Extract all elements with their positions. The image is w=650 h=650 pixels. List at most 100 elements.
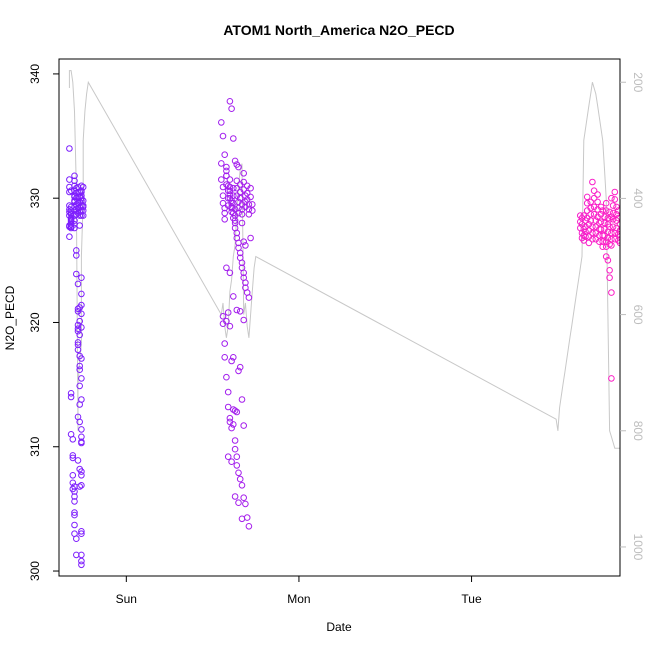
data-point	[247, 184, 254, 192]
data-point	[233, 462, 241, 469]
data-point	[221, 354, 228, 361]
data-point	[611, 188, 619, 196]
data-point	[587, 204, 595, 212]
data-point	[583, 199, 591, 207]
data-point	[238, 482, 246, 489]
data-point	[231, 437, 239, 444]
data-point	[71, 224, 78, 232]
data-point	[236, 194, 244, 202]
data-point	[233, 177, 241, 185]
data-point	[76, 382, 83, 390]
data-point	[79, 183, 87, 191]
data-point	[602, 207, 610, 214]
data-point	[245, 206, 253, 213]
data-point	[76, 366, 83, 374]
data-point	[582, 228, 589, 235]
data-point	[69, 472, 77, 479]
x-axis-title: Date	[326, 620, 352, 634]
data-point	[583, 193, 591, 201]
data-point	[245, 523, 253, 530]
data-point	[613, 211, 620, 218]
data-point	[615, 230, 620, 238]
data-point	[71, 217, 78, 224]
data-point	[76, 362, 83, 370]
data-point	[594, 198, 601, 206]
data-point	[71, 509, 78, 516]
data-point	[226, 269, 234, 277]
data-point	[589, 229, 596, 237]
data-point	[245, 294, 253, 301]
data-point	[73, 252, 80, 259]
data-point	[228, 424, 235, 432]
data-point	[580, 237, 588, 244]
data-point	[602, 199, 610, 207]
data-point	[585, 239, 593, 247]
data-point	[231, 407, 239, 415]
y-tick-label: 310	[28, 436, 42, 456]
data-point	[231, 493, 239, 500]
data-point	[76, 317, 83, 325]
data-point	[238, 515, 246, 523]
data-point	[73, 535, 80, 543]
data-point	[238, 211, 246, 218]
data-point	[74, 280, 82, 288]
data-point	[608, 289, 615, 296]
data-point	[604, 257, 612, 264]
data-point	[608, 194, 615, 202]
data-point	[71, 488, 78, 495]
data-point	[582, 233, 589, 240]
data-point	[71, 511, 78, 519]
data-point	[218, 176, 225, 183]
data-point	[240, 178, 247, 186]
data-point	[616, 227, 620, 234]
data-point	[69, 436, 77, 443]
data-point	[236, 249, 244, 257]
data-point	[606, 267, 613, 274]
data-point	[78, 482, 85, 489]
data-point	[76, 331, 83, 339]
data-point	[235, 163, 242, 171]
data-point	[69, 479, 77, 487]
y-axis: 300 310 320 330 340	[28, 64, 59, 581]
data-point	[235, 204, 242, 212]
data-point	[616, 233, 620, 240]
data-point	[76, 208, 83, 216]
data-point	[231, 206, 239, 213]
data-point	[243, 189, 251, 197]
data-point	[247, 193, 254, 201]
data-point	[76, 483, 83, 490]
data-point	[223, 172, 230, 180]
data-point	[240, 170, 247, 177]
data-point	[233, 408, 241, 416]
data-point	[245, 211, 253, 218]
data-point	[74, 346, 82, 354]
data-point	[223, 373, 230, 381]
data-point	[226, 414, 234, 422]
data-point	[67, 187, 75, 194]
data-point	[599, 243, 607, 250]
points-layer	[66, 98, 620, 569]
y-axis-title: N2O_PECD	[3, 285, 17, 350]
pressure-line	[68, 70, 620, 449]
data-point	[228, 357, 235, 365]
y2-tick-label: 200	[631, 72, 645, 92]
data-point	[78, 551, 85, 559]
data-point	[609, 209, 617, 217]
data-point	[230, 421, 237, 428]
data-point	[226, 187, 234, 194]
data-point	[226, 176, 234, 183]
data-point	[615, 207, 620, 214]
data-point	[226, 322, 234, 330]
data-point	[218, 160, 225, 167]
data-point	[590, 187, 598, 194]
data-point	[235, 367, 242, 375]
data-point	[587, 217, 595, 224]
data-point	[74, 321, 82, 329]
y2-tick-label: 400	[631, 188, 645, 208]
data-point	[233, 229, 241, 237]
data-point	[247, 234, 254, 242]
data-point	[608, 375, 615, 382]
data-point	[594, 191, 601, 198]
y-tick-label: 330	[28, 188, 42, 208]
